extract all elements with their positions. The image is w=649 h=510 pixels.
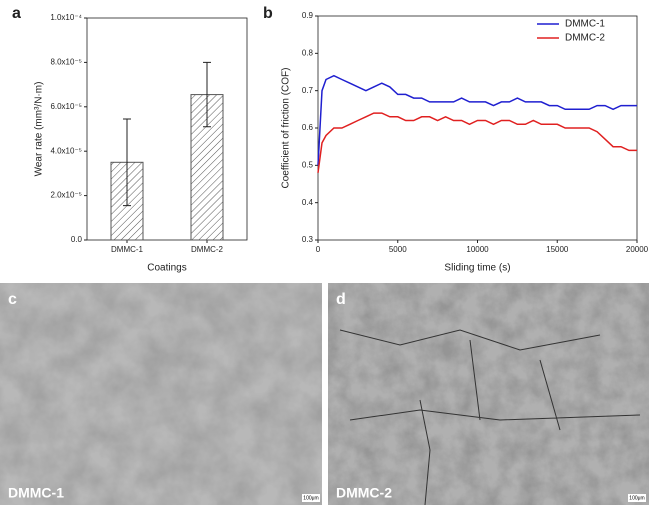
y-tick-label: 0.3 bbox=[302, 235, 314, 244]
y-tick-label: 0.5 bbox=[302, 160, 314, 169]
panel-label: d bbox=[336, 291, 346, 308]
y-tick-label: 4.0x10⁻⁵ bbox=[50, 146, 82, 155]
y-tick-label: 6.0x10⁻⁵ bbox=[50, 102, 82, 111]
y-tick-label: 0.9 bbox=[302, 11, 314, 20]
panel-label: a bbox=[12, 5, 21, 22]
y-axis-label: Coefficient of friction (COF) bbox=[281, 68, 292, 189]
x-tick-label: 20000 bbox=[626, 245, 649, 254]
micrograph-c: c DMMC-1 100μm bbox=[0, 283, 322, 505]
error-bar bbox=[203, 61, 211, 128]
x-tick-label: DMMC-1 bbox=[111, 245, 144, 254]
line-series bbox=[317, 112, 637, 173]
scale-bar: 100μm bbox=[303, 495, 318, 501]
y-tick-label: 0.0 bbox=[71, 235, 83, 244]
scale-bar: 100μm bbox=[629, 495, 644, 501]
x-tick-label: 10000 bbox=[466, 245, 489, 254]
y-axis-label: Wear rate (mm³/N·m) bbox=[34, 82, 45, 177]
line-series bbox=[317, 74, 637, 166]
caption: DMMC-2 bbox=[336, 485, 392, 501]
legend-label: DMMC-2 bbox=[565, 33, 605, 44]
y-tick-label: 0.4 bbox=[302, 198, 314, 207]
x-axis-label: Coatings bbox=[147, 263, 186, 274]
error-bar bbox=[123, 118, 131, 207]
y-tick-label: 1.0x10⁻⁴ bbox=[50, 13, 82, 22]
panel-label: b bbox=[263, 5, 273, 22]
legend-label: DMMC-1 bbox=[565, 19, 605, 30]
x-tick-label: 15000 bbox=[546, 245, 569, 254]
x-tick-label: 5000 bbox=[389, 245, 407, 254]
y-tick-label: 0.6 bbox=[302, 123, 314, 132]
y-tick-label: 2.0x10⁻⁵ bbox=[50, 191, 82, 200]
plot-frame bbox=[86, 17, 248, 241]
x-tick-label: DMMC-2 bbox=[191, 245, 224, 254]
panel-label: c bbox=[8, 291, 17, 308]
x-axis-label: Sliding time (s) bbox=[444, 263, 510, 274]
y-tick-label: 0.7 bbox=[302, 86, 314, 95]
caption: DMMC-1 bbox=[8, 485, 64, 501]
y-tick-label: 8.0x10⁻⁵ bbox=[50, 58, 82, 67]
crack bbox=[339, 329, 641, 506]
x-tick-label: 0 bbox=[316, 245, 321, 254]
y-tick-label: 0.8 bbox=[302, 48, 314, 57]
micrograph-d: d DMMC-2 100μm bbox=[328, 283, 649, 506]
